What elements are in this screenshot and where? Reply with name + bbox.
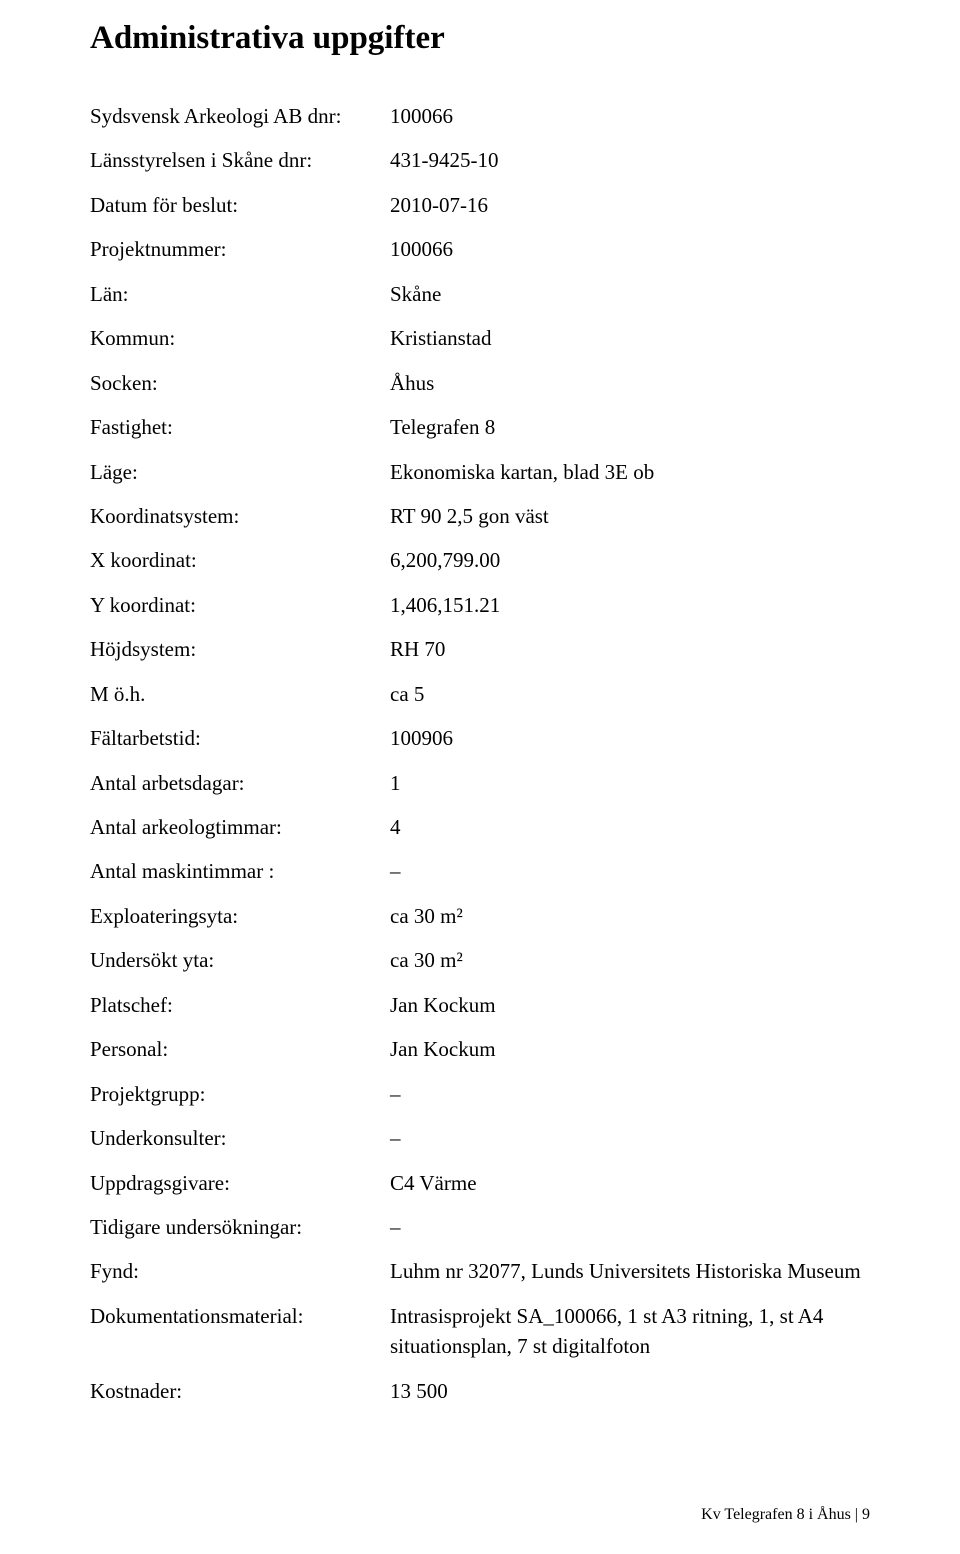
item-value: 4: [390, 812, 870, 842]
list-item: Länsstyrelsen i Skåne dnr:431-9425-10: [90, 145, 870, 175]
item-label: Exploateringsyta:: [90, 901, 390, 931]
item-label: Personal:: [90, 1034, 390, 1064]
item-label: Dokumentationsmaterial:: [90, 1301, 390, 1331]
item-value: 1: [390, 768, 870, 798]
item-label: Uppdragsgivare:: [90, 1168, 390, 1198]
list-item: Kommun:Kristianstad: [90, 323, 870, 353]
item-label: Antal arbetsdagar:: [90, 768, 390, 798]
item-value: 13 500: [390, 1376, 870, 1406]
item-value: 6,200,799.00: [390, 545, 870, 575]
item-value: RT 90 2,5 gon väst: [390, 501, 870, 531]
list-item: Personal:Jan Kockum: [90, 1034, 870, 1064]
list-item: Höjdsystem:RH 70: [90, 634, 870, 664]
item-label: Antal arkeologtimmar:: [90, 812, 390, 842]
item-value: Skåne: [390, 279, 870, 309]
item-label: Kostnader:: [90, 1376, 390, 1406]
item-value: –: [390, 856, 870, 886]
item-label: Antal maskintimmar :: [90, 856, 390, 886]
item-value: –: [390, 1212, 870, 1242]
item-label: Fynd:: [90, 1256, 390, 1286]
page-title: Administrativa uppgifter: [90, 20, 870, 57]
item-value: Telegrafen 8: [390, 412, 870, 442]
item-value: Jan Kockum: [390, 1034, 870, 1064]
item-label: M ö.h.: [90, 679, 390, 709]
item-label: Projektnummer:: [90, 234, 390, 264]
item-value: 100066: [390, 234, 870, 264]
item-label: Datum för beslut:: [90, 190, 390, 220]
list-item: Platschef:Jan Kockum: [90, 990, 870, 1020]
page: Administrativa uppgifter Sydsvensk Arkeo…: [0, 0, 960, 1554]
item-label: Underkonsulter:: [90, 1123, 390, 1153]
list-item: Kostnader:13 500: [90, 1376, 870, 1406]
list-item: Fastighet:Telegrafen 8: [90, 412, 870, 442]
item-label: Kommun:: [90, 323, 390, 353]
list-item: Projektnummer:100066: [90, 234, 870, 264]
item-value: Åhus: [390, 368, 870, 398]
list-item: Socken:Åhus: [90, 368, 870, 398]
page-footer: Kv Telegrafen 8 i Åhus | 9: [701, 1506, 870, 1524]
item-value: ca 30 m²: [390, 901, 870, 931]
item-label: Y koordinat:: [90, 590, 390, 620]
item-value: Jan Kockum: [390, 990, 870, 1020]
item-value: Kristianstad: [390, 323, 870, 353]
list-item: Projektgrupp:–: [90, 1079, 870, 1109]
item-label: Platschef:: [90, 990, 390, 1020]
list-item: Exploateringsyta:ca 30 m²: [90, 901, 870, 931]
item-value: –: [390, 1123, 870, 1153]
item-label: Socken:: [90, 368, 390, 398]
list-item: Antal arbetsdagar:1: [90, 768, 870, 798]
item-label: Koordinatsystem:: [90, 501, 390, 531]
item-value: C4 Värme: [390, 1168, 870, 1198]
item-label: Länsstyrelsen i Skåne dnr:: [90, 145, 390, 175]
item-value: 2010-07-16: [390, 190, 870, 220]
item-label: Sydsvensk Arkeologi AB dnr:: [90, 101, 390, 131]
list-item: Antal maskintimmar :–: [90, 856, 870, 886]
list-item: Undersökt yta:ca 30 m²: [90, 945, 870, 975]
item-value: Ekonomiska kartan, blad 3E ob: [390, 457, 870, 487]
item-label: Fastighet:: [90, 412, 390, 442]
item-value: –: [390, 1079, 870, 1109]
list-item: Fältarbetstid:100906: [90, 723, 870, 753]
list-item: Y koordinat:1,406,151.21: [90, 590, 870, 620]
item-label: Läge:: [90, 457, 390, 487]
list-item: Koordinatsystem:RT 90 2,5 gon väst: [90, 501, 870, 531]
item-value: 100906: [390, 723, 870, 753]
item-label: Projektgrupp:: [90, 1079, 390, 1109]
item-label: Undersökt yta:: [90, 945, 390, 975]
list-item: Uppdragsgivare:C4 Värme: [90, 1168, 870, 1198]
item-value: Luhm nr 32077, Lunds Universitets Histor…: [390, 1256, 870, 1286]
list-item: Antal arkeologtimmar:4: [90, 812, 870, 842]
item-value: Intrasisprojekt SA_100066, 1 st A3 ritni…: [390, 1301, 870, 1362]
list-item: Län:Skåne: [90, 279, 870, 309]
item-label: Fältarbetstid:: [90, 723, 390, 753]
item-value: RH 70: [390, 634, 870, 664]
item-value: 1,406,151.21: [390, 590, 870, 620]
list-item: Läge:Ekonomiska kartan, blad 3E ob: [90, 457, 870, 487]
item-value: 431-9425-10: [390, 145, 870, 175]
list-item: Underkonsulter:–: [90, 1123, 870, 1153]
item-value: ca 5: [390, 679, 870, 709]
item-label: Tidigare undersökningar:: [90, 1212, 390, 1242]
data-list: Sydsvensk Arkeologi AB dnr:100066 Länsst…: [90, 101, 870, 1406]
item-value: ca 30 m²: [390, 945, 870, 975]
list-item: Sydsvensk Arkeologi AB dnr:100066: [90, 101, 870, 131]
item-label: X koordinat:: [90, 545, 390, 575]
list-item: Tidigare undersökningar:–: [90, 1212, 870, 1242]
item-value: 100066: [390, 101, 870, 131]
item-label: Län:: [90, 279, 390, 309]
list-item: Datum för beslut:2010-07-16: [90, 190, 870, 220]
item-label: Höjdsystem:: [90, 634, 390, 664]
list-item: Dokumentationsmaterial:Intrasisprojekt S…: [90, 1301, 870, 1362]
list-item: Fynd:Luhm nr 32077, Lunds Universitets H…: [90, 1256, 870, 1286]
list-item: M ö.h.ca 5: [90, 679, 870, 709]
list-item: X koordinat:6,200,799.00: [90, 545, 870, 575]
